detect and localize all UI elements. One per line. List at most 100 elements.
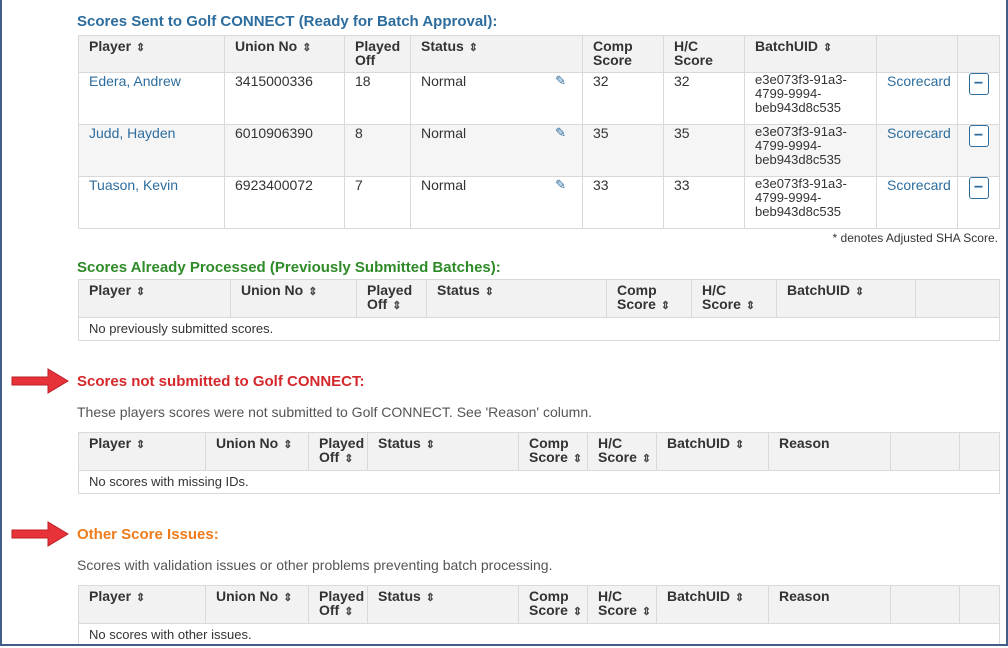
red-arrow-icon: [10, 519, 70, 549]
sort-icon[interactable]: ⇕: [136, 42, 146, 54]
col-header-blank: [890, 585, 960, 624]
sort-icon[interactable]: ⇕: [425, 592, 436, 604]
table-row: Tuason, Kevin 6923400072 7 Normal ✎ 33 33…: [78, 176, 1000, 229]
remove-score-button[interactable]: −: [968, 125, 989, 147]
player-link[interactable]: Tuason, Kevin: [89, 177, 178, 193]
player-link[interactable]: Edera, Andrew: [89, 73, 181, 89]
pencil-icon[interactable]: ✎: [555, 73, 566, 88]
sort-icon[interactable]: ⇕: [641, 453, 652, 465]
sort-icon[interactable]: ⇕: [745, 300, 756, 312]
section-title-processed: Scores Already Processed (Previously Sub…: [77, 259, 501, 276]
col-header-player[interactable]: Player ⇕: [78, 35, 225, 73]
batch-uid: e3e073f3-91a3-4799-9994-beb943d8c535: [755, 72, 847, 115]
sort-icon[interactable]: ⇕: [136, 286, 146, 298]
col-header-player[interactable]: Player ⇕: [78, 585, 206, 624]
col-header-union-no[interactable]: Union No ⇕: [230, 279, 357, 318]
col-header-batchuid[interactable]: BatchUID ⇕: [776, 279, 916, 318]
table-row: No scores with missing IDs.: [78, 470, 1000, 494]
scorecard-link[interactable]: Scorecard: [887, 73, 951, 89]
col-header-reason: Reason: [768, 432, 891, 471]
col-header-blank: [959, 432, 1000, 471]
sort-icon[interactable]: ⇕: [136, 439, 146, 451]
col-header-status[interactable]: Status ⇕: [426, 279, 607, 318]
col-header-reason: Reason: [768, 585, 891, 624]
pencil-icon[interactable]: ✎: [555, 125, 566, 140]
section-title-other-issues: Other Score Issues:: [77, 526, 219, 543]
ready-scores-table: Player ⇕ Union No ⇕ Played Off Status ⇕ Com…: [78, 35, 1000, 229]
col-header-hc-score[interactable]: H/C Score ⇕: [587, 432, 657, 471]
sort-icon[interactable]: ⇕: [735, 439, 745, 451]
sort-icon[interactable]: ⇕: [392, 300, 402, 312]
empty-message: No previously submitted scores.: [89, 321, 274, 336]
col-header-hc-score[interactable]: H/C Score ⇕: [691, 279, 777, 318]
player-link[interactable]: Judd, Hayden: [89, 125, 176, 141]
minus-icon: −: [973, 179, 984, 196]
col-header-played-off[interactable]: Played Off ⇕: [308, 432, 368, 471]
sort-icon[interactable]: ⇕: [308, 286, 318, 298]
col-header-status[interactable]: Status ⇕: [367, 432, 519, 471]
col-header-batchuid[interactable]: BatchUID ⇕: [744, 35, 877, 73]
scorecard-link[interactable]: Scorecard: [887, 177, 951, 193]
sort-icon[interactable]: ⇕: [283, 439, 293, 451]
col-header-comp-score[interactable]: Comp Score ⇕: [518, 585, 588, 624]
processed-scores-table: Player ⇕ Union No ⇕ Played Off ⇕ Status ⇕ Co…: [78, 279, 1000, 341]
col-header-comp-score[interactable]: Comp Score: [582, 35, 664, 73]
col-header-blank: [890, 432, 960, 471]
col-header-status[interactable]: Status ⇕: [410, 35, 583, 73]
pencil-icon[interactable]: ✎: [555, 177, 566, 192]
remove-score-button[interactable]: −: [968, 177, 989, 199]
table-row: No scores with other issues.: [78, 623, 1000, 644]
sort-icon[interactable]: ⇕: [468, 42, 479, 54]
col-header-status[interactable]: Status ⇕: [367, 585, 519, 624]
col-header-batchuid[interactable]: BatchUID ⇕: [656, 432, 769, 471]
sort-icon[interactable]: ⇕: [283, 592, 293, 604]
col-header-actions: [957, 35, 1000, 73]
empty-message: No scores with other issues.: [89, 627, 252, 642]
col-header-played-off[interactable]: Played Off ⇕: [356, 279, 427, 318]
scorecard-link[interactable]: Scorecard: [887, 125, 951, 141]
col-header-union-no[interactable]: Union No ⇕: [224, 35, 345, 73]
sort-icon[interactable]: ⇕: [823, 42, 833, 54]
col-header-union-no[interactable]: Union No ⇕: [205, 585, 309, 624]
batch-uid: e3e073f3-91a3-4799-9994-beb943d8c535: [755, 176, 847, 219]
col-header-player[interactable]: Player ⇕: [78, 432, 206, 471]
minus-icon: −: [973, 75, 984, 92]
sort-icon[interactable]: ⇕: [344, 453, 354, 465]
red-arrow-icon: [10, 366, 70, 396]
sort-icon[interactable]: ⇕: [572, 453, 583, 465]
sort-icon[interactable]: ⇕: [641, 606, 652, 618]
col-header-blank: [959, 585, 1000, 624]
sort-icon[interactable]: ⇕: [344, 606, 354, 618]
col-header-hc-score[interactable]: H/C Score: [663, 35, 745, 73]
minus-icon: −: [973, 127, 984, 144]
sort-icon[interactable]: ⇕: [855, 286, 865, 298]
sort-icon[interactable]: ⇕: [572, 606, 583, 618]
col-header-hc-score[interactable]: H/C Score ⇕: [587, 585, 657, 624]
col-header-scorecard: [876, 35, 958, 73]
col-header-played-off[interactable]: Played Off ⇕: [308, 585, 368, 624]
batch-uid: e3e073f3-91a3-4799-9994-beb943d8c535: [755, 124, 847, 167]
sort-icon[interactable]: ⇕: [660, 300, 671, 312]
remove-score-button[interactable]: −: [968, 73, 989, 95]
col-header-comp-score[interactable]: Comp Score ⇕: [518, 432, 588, 471]
other-issues-table: Player ⇕ Union No ⇕ Played Off ⇕ Status ⇕ Co…: [78, 585, 1000, 644]
section-description-not-submitted: These players scores were not submitted …: [77, 404, 593, 420]
not-submitted-table: Player ⇕ Union No ⇕ Played Off ⇕ Status ⇕ Co…: [78, 432, 1000, 494]
sort-icon[interactable]: ⇕: [425, 439, 436, 451]
sort-icon[interactable]: ⇕: [735, 592, 745, 604]
col-header-played-off[interactable]: Played Off: [344, 35, 411, 73]
sort-icon[interactable]: ⇕: [484, 286, 495, 298]
col-header-union-no[interactable]: Union No ⇕: [205, 432, 309, 471]
section-title-ready: Scores Sent to Golf CONNECT (Ready for B…: [77, 13, 498, 30]
section-description-other-issues: Scores with validation issues or other p…: [77, 557, 553, 573]
table-row: No previously submitted scores.: [78, 317, 1000, 341]
adjusted-sha-note: * denotes Adjusted SHA Score.: [832, 231, 998, 245]
col-header-batchuid[interactable]: BatchUID ⇕: [656, 585, 769, 624]
col-header-comp-score[interactable]: Comp Score ⇕: [606, 279, 692, 318]
col-header-blank: [915, 279, 1000, 318]
sort-icon[interactable]: ⇕: [136, 592, 146, 604]
sort-icon[interactable]: ⇕: [302, 42, 312, 54]
col-header-player[interactable]: Player ⇕: [78, 279, 231, 318]
table-row: Edera, Andrew 3415000336 18 Normal ✎ 32 3…: [78, 72, 1000, 125]
